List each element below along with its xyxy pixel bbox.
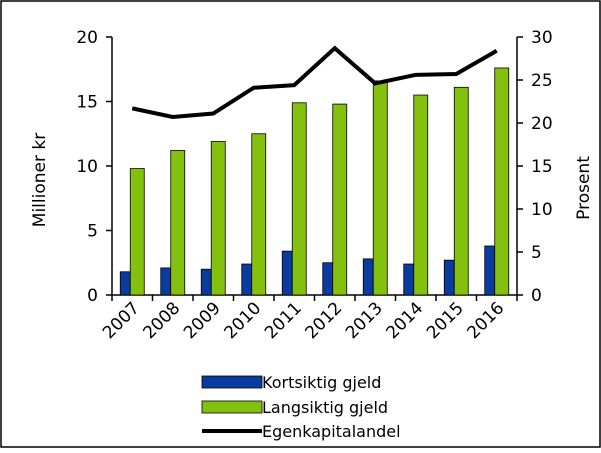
y-tick-label: 5 xyxy=(87,222,98,242)
bar-kortsiktig-gjeld xyxy=(443,259,455,296)
bar-langsiktig-gjeld xyxy=(332,103,348,296)
y2-tick-label: 30 xyxy=(531,28,553,48)
y2-tick-label: 10 xyxy=(531,200,553,220)
bar-kortsiktig-gjeld xyxy=(403,263,415,296)
legend-label: Langsiktig gjeld xyxy=(262,398,388,417)
bar-kortsiktig-gjeld xyxy=(484,245,496,296)
bar-langsiktig-gjeld xyxy=(170,150,186,296)
bar-langsiktig-gjeld xyxy=(210,141,226,296)
legend-label: Kortsiktig gjeld xyxy=(262,373,381,392)
y-tick-label: 15 xyxy=(76,93,98,113)
bar-kortsiktig-gjeld xyxy=(119,271,131,296)
bar-langsiktig-gjeld xyxy=(413,94,429,296)
y2-tick-label: 0 xyxy=(531,286,542,306)
line-egenkapitalandel xyxy=(131,45,498,119)
y-tick-label: 0 xyxy=(87,286,98,306)
bar-langsiktig-gjeld xyxy=(453,86,469,296)
y2-axis-title: Prosent xyxy=(574,156,594,220)
y2-tick-label: 5 xyxy=(531,243,542,263)
y2-tick-label: 15 xyxy=(531,157,553,177)
y2-tick-label: 20 xyxy=(531,114,553,134)
y-tick-label: 20 xyxy=(76,28,98,48)
y-tick-label: 10 xyxy=(76,157,98,177)
bar-kortsiktig-gjeld xyxy=(160,267,172,296)
y-axis-title: Millioner kr xyxy=(30,133,50,227)
bar-langsiktig-gjeld xyxy=(372,80,388,296)
bar-langsiktig-gjeld xyxy=(251,133,267,296)
bar-kortsiktig-gjeld xyxy=(241,263,253,296)
bar-kortsiktig-gjeld xyxy=(281,250,293,296)
bar-kortsiktig-gjeld xyxy=(362,258,374,296)
bar-kortsiktig-gjeld xyxy=(322,262,334,296)
legend-label: Egenkapitalandel xyxy=(262,422,401,441)
legend-swatch-kortsiktig-gjeld xyxy=(201,375,263,389)
bar-langsiktig-gjeld xyxy=(291,102,307,296)
legend-swatch-langsiktig-gjeld xyxy=(201,400,263,414)
bar-kortsiktig-gjeld xyxy=(200,268,212,296)
bar-langsiktig-gjeld xyxy=(129,168,145,296)
y2-tick-label: 25 xyxy=(531,71,553,91)
bar-langsiktig-gjeld xyxy=(494,67,510,296)
